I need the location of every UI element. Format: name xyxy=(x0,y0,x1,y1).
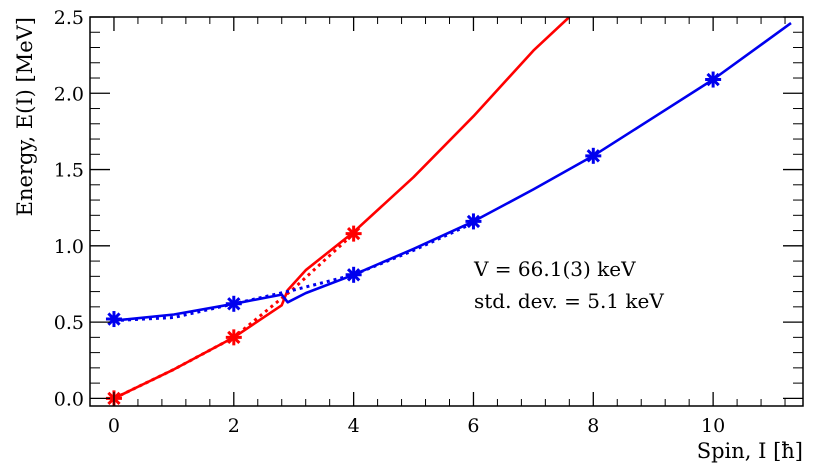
x-tick-label: 4 xyxy=(348,415,360,437)
y-tick-label: 1.0 xyxy=(54,236,84,258)
data-point-marker xyxy=(105,311,122,328)
series-line-2-solid xyxy=(113,22,792,322)
data-point-marker xyxy=(705,71,722,88)
y-tick-label: 0.0 xyxy=(54,388,84,410)
series-line-0-solid xyxy=(113,17,571,400)
data-point-marker xyxy=(345,225,362,242)
x-tick-label: 8 xyxy=(587,415,599,437)
data-point-marker xyxy=(465,213,482,230)
plot-frame xyxy=(89,16,804,407)
data-point-marker xyxy=(585,147,602,164)
x-axis-label: Spin, I [ħ] xyxy=(697,439,803,463)
x-tick-label: 0 xyxy=(108,415,120,437)
x-tick-label: 6 xyxy=(467,415,479,437)
x-tick-label: 2 xyxy=(228,415,240,437)
y-tick-label: 0.5 xyxy=(54,312,84,334)
data-point-marker xyxy=(225,329,242,346)
data-point-marker xyxy=(345,266,362,283)
y-tick-label: 2.5 xyxy=(54,7,84,29)
marker-layer xyxy=(105,71,722,407)
y-axis-label: Energy, E(I) [MeV] xyxy=(13,17,37,216)
annotation-stddev: std. dev. = 5.1 keV xyxy=(474,289,664,313)
y-tick-label: 1.5 xyxy=(54,160,84,182)
x-tick-label: 10 xyxy=(701,415,725,437)
series-layer xyxy=(113,17,792,400)
series-line-3-dotted xyxy=(113,221,475,323)
y-tick-label: 2.0 xyxy=(54,83,84,105)
annotation-v: V = 66.1(3) keV xyxy=(473,257,636,281)
data-point-marker xyxy=(225,295,242,312)
axes: 0 2 4 6 8 10 0.0 0.5 1.0 1.5 2.0 2.5 xyxy=(54,7,804,437)
